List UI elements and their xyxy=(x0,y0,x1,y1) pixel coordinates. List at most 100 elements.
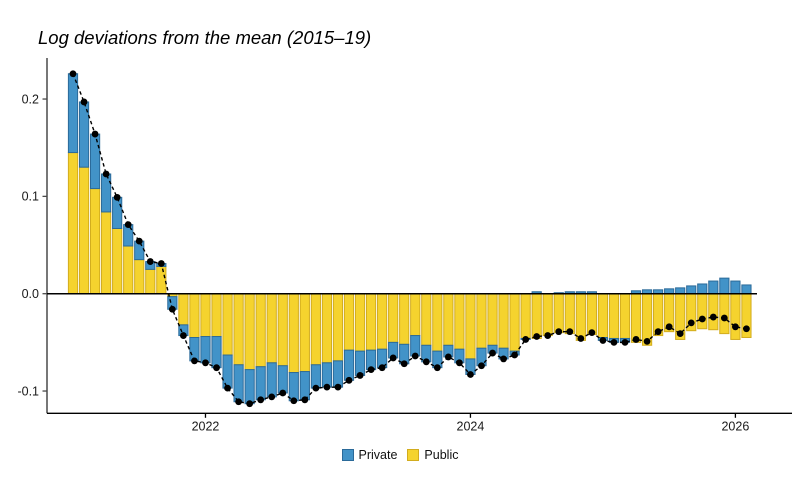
bar-segment-private xyxy=(708,280,719,295)
bar-segment-private xyxy=(730,280,741,295)
bar-segment-public xyxy=(222,293,233,356)
bar-segment-public xyxy=(233,293,244,366)
bar-segment-public xyxy=(586,293,597,336)
bar-segment-public xyxy=(101,211,112,295)
bar-segment-public xyxy=(288,293,299,374)
bar-segment-private xyxy=(89,133,101,190)
total-dot xyxy=(279,389,287,397)
bar-segment-public xyxy=(321,293,333,364)
bar-segment-private xyxy=(101,173,112,213)
total-dot xyxy=(456,359,463,367)
total-dot xyxy=(698,315,706,323)
total-dot xyxy=(720,314,728,322)
total-dot xyxy=(522,336,530,343)
bar-segment-public xyxy=(266,293,277,364)
legend-swatch-private-icon xyxy=(341,449,354,461)
total-dot xyxy=(433,364,441,372)
bar-segment-public xyxy=(730,293,741,340)
bar-segment-public xyxy=(432,293,443,352)
total-dot xyxy=(687,319,695,327)
total-dot xyxy=(489,349,496,357)
total-dot xyxy=(146,258,154,265)
bar-segment-private xyxy=(211,336,222,369)
bar-segment-public xyxy=(520,293,531,339)
bar-segment-public xyxy=(310,293,321,366)
total-dot xyxy=(290,397,298,405)
total-dot xyxy=(577,335,585,342)
bar-segment-public xyxy=(377,293,388,350)
bar-segment-public xyxy=(597,293,609,339)
bar-segment-public xyxy=(410,293,421,337)
total-dot xyxy=(235,398,243,406)
total-dot xyxy=(356,372,364,379)
bar-segment-private xyxy=(343,349,355,381)
bar-segment-public xyxy=(719,293,730,335)
bar-segment-private xyxy=(321,362,333,388)
bar-segment-public xyxy=(156,265,167,295)
bar-segment-public xyxy=(145,268,156,295)
bar-segment-public xyxy=(388,293,399,343)
bar-segment-private xyxy=(719,277,730,295)
legend-label-private: Private xyxy=(358,448,398,462)
y-tick-label: -0.1 xyxy=(17,384,39,398)
bar-segment-public xyxy=(630,293,642,343)
bar-segment-public xyxy=(708,293,719,331)
total-dot xyxy=(224,384,231,392)
bar-segment-private xyxy=(244,369,255,405)
bar-segment-public xyxy=(123,245,134,295)
bar-segment-public xyxy=(487,293,498,346)
y-tick-label: 0.2 xyxy=(22,92,39,106)
bar-segment-public xyxy=(531,293,542,339)
bar-segment-public xyxy=(67,152,79,295)
bar-segment-public xyxy=(244,293,255,371)
total-line xyxy=(72,73,747,405)
bar-segment-public xyxy=(454,293,465,350)
bar-segment-private xyxy=(741,284,752,295)
total-dot xyxy=(246,400,254,408)
total-dot xyxy=(566,328,574,336)
total-dot xyxy=(500,355,507,363)
bar-segment-private xyxy=(299,371,310,401)
total-dot xyxy=(444,353,452,361)
bar-segment-public xyxy=(200,293,211,338)
bar-segment-private xyxy=(354,350,366,376)
total-dot xyxy=(422,358,430,366)
y-tick-label: 0.0 xyxy=(22,287,39,301)
total-dot xyxy=(533,333,541,340)
total-dot xyxy=(312,384,320,392)
bar-segment-public xyxy=(421,293,432,346)
total-dot xyxy=(665,323,673,331)
bar-segment-private xyxy=(288,372,299,402)
total-dot xyxy=(555,328,563,336)
total-dot xyxy=(301,396,309,404)
bar-segment-private xyxy=(310,364,321,389)
bar-segment-private xyxy=(67,73,79,154)
bar-segment-public xyxy=(112,227,123,295)
bar-segment-public xyxy=(476,293,487,349)
bar-segment-private xyxy=(686,285,697,295)
legend: Private Public xyxy=(0,448,800,462)
bar-segment-public xyxy=(443,293,454,346)
bar-segment-public xyxy=(575,293,586,341)
bar-segment-private xyxy=(332,360,344,388)
bar-segment-public xyxy=(354,293,366,352)
total-dot xyxy=(323,383,331,391)
legend-swatch-public-icon xyxy=(407,449,420,461)
bar-segment-public xyxy=(343,293,355,351)
total-dot xyxy=(80,98,88,106)
total-dot xyxy=(610,338,618,346)
total-dot xyxy=(180,332,187,339)
bar-segment-private xyxy=(697,283,708,295)
bar-segment-private xyxy=(277,365,288,394)
total-dot xyxy=(643,337,651,345)
bar-segment-private xyxy=(189,337,200,362)
total-dot xyxy=(544,332,552,339)
bar-segment-private xyxy=(266,362,277,398)
bar-segment-public xyxy=(365,293,377,351)
bar-segment-public xyxy=(277,293,288,367)
total-dot xyxy=(102,170,110,178)
legend-entry-public: Public xyxy=(407,448,458,462)
total-dot xyxy=(367,366,375,374)
total-dot xyxy=(113,193,121,201)
bar-segment-public xyxy=(542,293,553,337)
